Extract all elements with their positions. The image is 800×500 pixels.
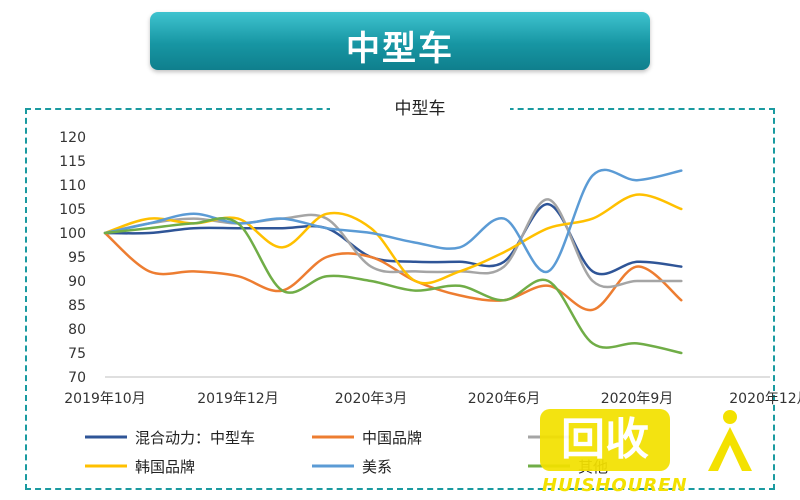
y-tick-label: 105: [59, 202, 86, 218]
watermark-subtitle: HUISHOUREN: [542, 475, 688, 496]
chart-title: 中型车: [330, 94, 510, 119]
series-lines: [103, 168, 683, 355]
banner-title: 中型车: [346, 29, 454, 69]
series-line-6: [103, 217, 683, 355]
y-tick-label: 95: [68, 250, 86, 266]
y-tick-label: 100: [59, 226, 86, 242]
y-tick-label: 115: [59, 154, 86, 170]
legend-label: 混合动力：中型车: [135, 429, 255, 447]
x-tick-label: 2020年6月: [468, 391, 541, 407]
x-tick-label: 2019年12月: [197, 391, 278, 407]
y-tick-label: 90: [68, 274, 86, 290]
series-line-1: [103, 202, 683, 276]
series-line-2: [103, 231, 683, 312]
x-tick-label: 2020年9月: [601, 391, 674, 407]
y-tick-label: 120: [59, 130, 86, 146]
legend-label: 美系: [362, 458, 392, 476]
x-axis: 2019年10月 2019年12月 2020年3月 2020年6月 2020年9月 202…: [64, 376, 800, 407]
y-tick-label: 70: [68, 370, 86, 386]
legend: 混合动力：中型车中国品牌韩国品牌美系其他: [85, 429, 608, 476]
y-tick-label: 85: [68, 298, 86, 314]
series-line-5: [103, 168, 683, 274]
watermark-logo: 回收 HUISHOUREN: [540, 405, 780, 497]
person-icon: [708, 410, 752, 471]
y-tick-label: 75: [68, 346, 86, 362]
x-tick-label: 2020年12月: [729, 391, 800, 407]
legend-label: 韩国品牌: [135, 458, 195, 476]
x-tick-label: 2019年10月: [64, 391, 145, 407]
title-banner: 中型车: [150, 12, 650, 70]
y-tick-label: 110: [59, 178, 86, 194]
watermark-badge: 回收: [540, 409, 670, 471]
x-tick-label: 2020年3月: [335, 391, 408, 407]
y-axis: 120 115 110 105 100 95 90 85 80 75 70: [59, 130, 86, 386]
legend-label: 中国品牌: [362, 429, 422, 447]
y-tick-label: 80: [68, 322, 86, 338]
